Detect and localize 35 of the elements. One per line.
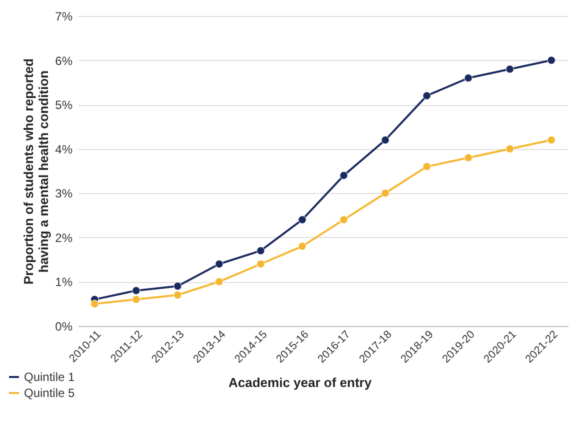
point bbox=[174, 290, 182, 300]
y-tick-label: 0% bbox=[55, 320, 73, 334]
x-axis-title: Academic year of entry bbox=[228, 374, 372, 390]
legend-label: Quintile 1 bbox=[24, 370, 76, 384]
point bbox=[422, 162, 431, 171]
point bbox=[215, 278, 224, 286]
point bbox=[547, 136, 556, 144]
y-tick-label: 6% bbox=[55, 54, 73, 68]
y-tick-label: 2% bbox=[55, 230, 73, 245]
point bbox=[464, 154, 472, 162]
point bbox=[256, 246, 265, 255]
legend-label: Quintile 5 bbox=[24, 386, 76, 400]
point bbox=[506, 144, 514, 153]
point bbox=[547, 56, 556, 64]
point bbox=[381, 189, 390, 198]
point bbox=[381, 136, 390, 144]
point bbox=[340, 216, 348, 224]
y-tick-label: 1% bbox=[55, 275, 73, 290]
y-tick-label: 3% bbox=[55, 186, 73, 201]
y-tick-label: 7% bbox=[55, 10, 73, 24]
point bbox=[298, 216, 306, 224]
point bbox=[215, 260, 224, 268]
point bbox=[298, 242, 306, 250]
point bbox=[464, 74, 472, 82]
y-axis-title: Proportion of students who reported having a mental health condition bbox=[21, 58, 52, 285]
point bbox=[132, 286, 140, 295]
point bbox=[132, 295, 140, 304]
point bbox=[256, 260, 265, 268]
point bbox=[422, 92, 431, 100]
point bbox=[506, 65, 514, 74]
point bbox=[174, 282, 182, 290]
y-tick-label: 5% bbox=[55, 98, 73, 112]
point bbox=[340, 171, 348, 180]
point bbox=[90, 300, 99, 308]
y-tick-label: 4% bbox=[55, 142, 73, 156]
